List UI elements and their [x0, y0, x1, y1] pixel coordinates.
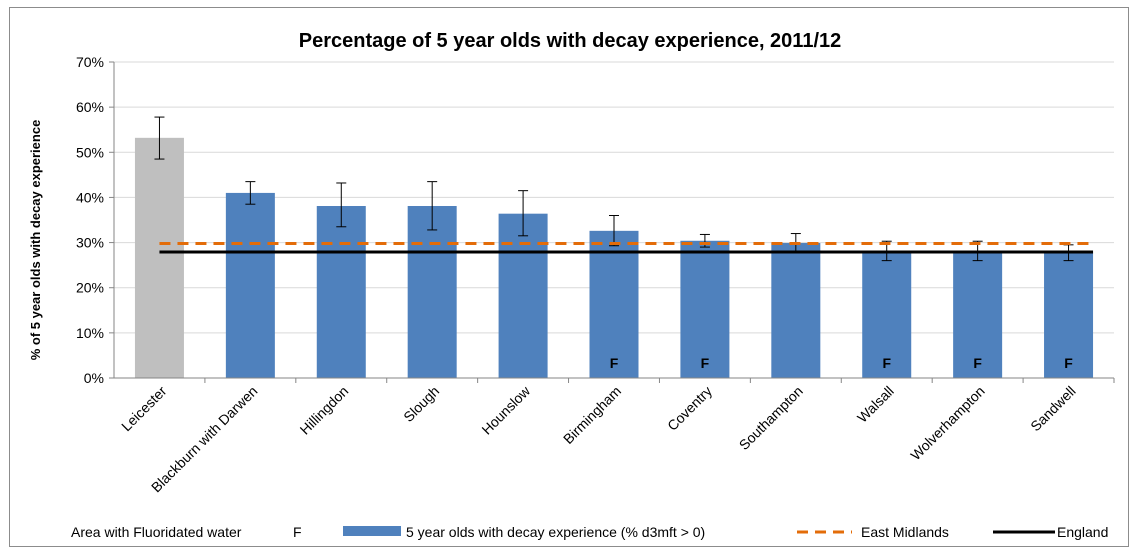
y-axis-title: % of 5 year olds with decay experience	[28, 120, 43, 361]
legend-bar-swatch	[343, 526, 401, 536]
legend-fluoridated-label: Area with Fluoridated water	[71, 524, 242, 540]
legend-england-label: England	[1057, 524, 1108, 540]
chart-title: Percentage of 5 year olds with decay exp…	[299, 30, 842, 52]
fluoridated-marker: F	[973, 355, 982, 371]
fluoridated-marker: F	[1064, 355, 1073, 371]
x-tick-label: Slough	[400, 383, 442, 425]
y-tick-label: 10%	[76, 325, 104, 341]
bar	[225, 192, 275, 378]
x-tick-label: Wolverhampton	[907, 383, 987, 463]
fluoridated-marker: F	[701, 355, 710, 371]
bar	[862, 251, 912, 378]
bar-chart: Percentage of 5 year olds with decay exp…	[28, 30, 1115, 540]
fluoridated-marker: F	[882, 355, 891, 371]
legend-east-midlands-label: East Midlands	[861, 524, 949, 540]
y-tick-label: 70%	[76, 54, 104, 70]
legend-bar-label: 5 year olds with decay experience (% d3m…	[406, 524, 705, 540]
bar	[316, 206, 366, 378]
y-tick-label: 30%	[76, 235, 104, 251]
bars	[134, 137, 1094, 378]
bar	[771, 243, 821, 378]
x-tick-label: Walsall	[854, 383, 897, 426]
y-tick-label: 40%	[76, 189, 104, 205]
bar	[407, 206, 457, 378]
x-tick-label: Blackburn with Darwen	[148, 383, 261, 496]
bar	[589, 230, 639, 378]
x-tick-label: Hillingdon	[297, 383, 352, 438]
bar	[498, 213, 548, 378]
bar	[953, 251, 1003, 378]
legend: Area with Fluoridated water F 5 year old…	[71, 524, 1108, 540]
y-tick-label: 50%	[76, 144, 104, 160]
y-tick-label: 60%	[76, 99, 104, 115]
bar	[1044, 252, 1094, 378]
x-tick-label: Sandwell	[1027, 383, 1078, 434]
error-bars	[154, 116, 1074, 262]
y-tick-label: 20%	[76, 280, 104, 296]
x-tick-label: Coventry	[664, 383, 715, 434]
bar	[134, 137, 184, 378]
x-tick-label: Hounslow	[478, 382, 533, 437]
legend-fluoridated-symbol: F	[293, 524, 302, 540]
reference-lines	[159, 241, 1094, 254]
y-tick-label: 0%	[84, 370, 104, 386]
x-tick-label: Birmingham	[560, 383, 624, 447]
x-tick-label: Southampton	[736, 383, 806, 453]
x-tick-label: Leicester	[118, 383, 170, 435]
chart-frame: Percentage of 5 year olds with decay exp…	[9, 7, 1129, 547]
y-axis: 0% 10% 20% 30% 40% 50% 60% 70%	[76, 54, 115, 386]
fluoridated-marker: F	[610, 355, 619, 371]
bar	[680, 240, 730, 378]
